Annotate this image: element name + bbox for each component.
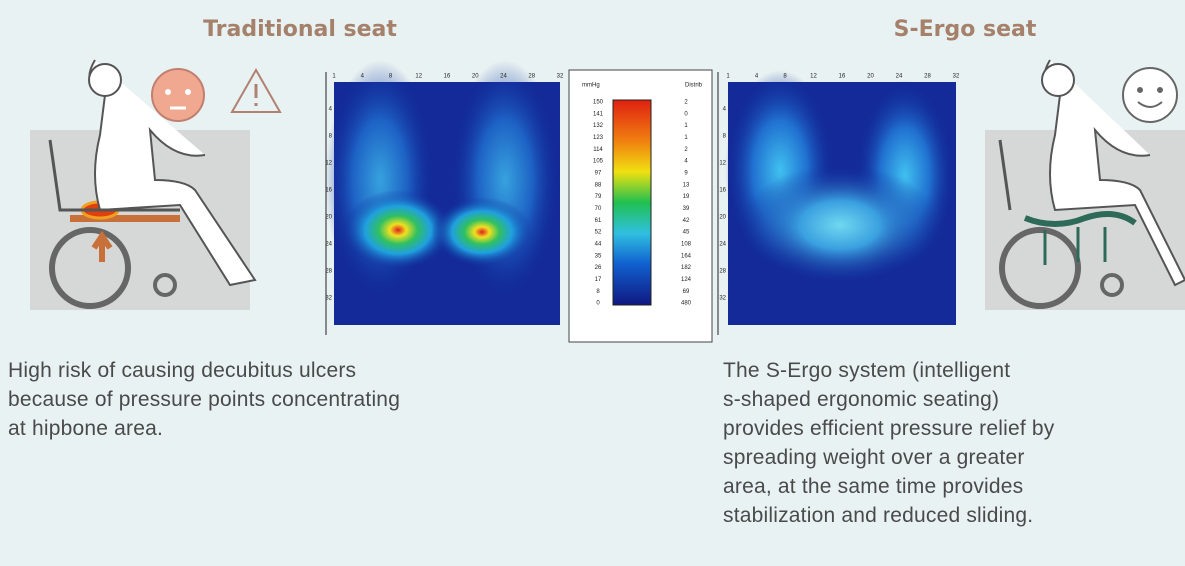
scale-label: 132 [593,123,604,129]
y-tick-label: 4 [329,107,333,113]
y-tick-label: 28 [325,269,332,275]
x-tick-label: 20 [867,74,874,80]
scale-label: 35 [595,253,602,259]
pressure-map-s-ergo [725,70,956,325]
description-line: spreading weight over a greater [723,443,1055,472]
x-tick-label: 28 [528,74,535,80]
x-tick-label: 12 [415,74,422,80]
scale-label: 26 [595,265,602,271]
scale-label: 105 [593,159,604,165]
scale-label: 88 [595,182,602,188]
description-line: stabilization and reduced sliding. [723,501,1055,530]
page: Traditional seat S-Ergo seat mmHg Distri… [0,0,1185,566]
distribution-label: 13 [683,182,690,188]
worried-face [152,69,280,121]
scale-label: 150 [593,100,604,106]
y-tick-label: 32 [325,296,332,302]
y-tick-label: 16 [325,188,332,194]
x-tick-label: 16 [444,74,451,80]
x-tick-label: 24 [896,74,903,80]
y-tick-label: 24 [325,242,332,248]
x-tick-label: 24 [500,74,507,80]
pressure-map-traditional [325,60,560,325]
y-tick-label: 28 [719,269,726,275]
description-line: s-shaped ergonomic seating) [723,385,1055,414]
y-tick-label: 20 [719,215,726,221]
scale-label: 97 [595,171,602,177]
scale-label: 123 [593,135,604,141]
distribution-label: 182 [681,265,692,271]
y-tick-label: 12 [719,161,726,167]
distribution-label: 124 [681,277,692,283]
scale-label: 52 [595,230,602,236]
title-right: S-Ergo seat [894,17,1037,42]
y-tick-label: 20 [325,215,332,221]
scale-label: 114 [593,147,603,153]
distribution-label: 480 [681,301,692,307]
distribution-label: 164 [681,253,692,259]
scale-label: 141 [593,111,604,117]
y-tick-label: 32 [719,296,726,302]
scale-label: 79 [595,194,602,200]
x-tick-label: 1 [726,74,730,80]
description-line: at hipbone area. [8,414,400,443]
happy-face [1123,68,1177,122]
legend-unit: mmHg [582,83,600,89]
description-line: area, at the same time provides [723,472,1055,501]
description-line: The S-Ergo system (intelligent [723,356,1055,385]
scale-label: 70 [595,206,602,212]
distribution-label: 108 [681,241,692,247]
y-tick-label: 8 [723,134,727,140]
x-tick-label: 28 [924,74,931,80]
x-tick-label: 32 [557,74,564,80]
scale-label: 17 [595,277,602,283]
distribution-label: 69 [683,289,690,295]
distribution-label: 19 [683,194,690,200]
y-tick-label: 4 [723,107,727,113]
scale-label: 61 [595,218,602,224]
x-tick-label: 12 [810,74,817,80]
y-tick-label: 16 [719,188,726,194]
scale-label: 44 [595,241,602,247]
description-line: because of pressure points concentrating [8,385,400,414]
x-tick-label: 16 [839,74,846,80]
y-tick-label: 12 [325,161,332,167]
x-tick-label: 1 [332,74,336,80]
description-line: High risk of causing decubitus ulcers [8,356,400,385]
description-line: provides efficient pressure relief by [723,414,1055,443]
distribution-label: 42 [683,218,690,224]
distribution-label: 45 [683,230,690,236]
legend-distribution-header: Distrib [685,83,703,89]
x-tick-label: 32 [953,74,960,80]
y-tick-label: 24 [719,242,726,248]
title-left: Traditional seat [203,17,397,42]
traditional-wheelchair [30,60,255,310]
distribution-label: 39 [683,206,690,212]
x-tick-label: 20 [472,74,479,80]
